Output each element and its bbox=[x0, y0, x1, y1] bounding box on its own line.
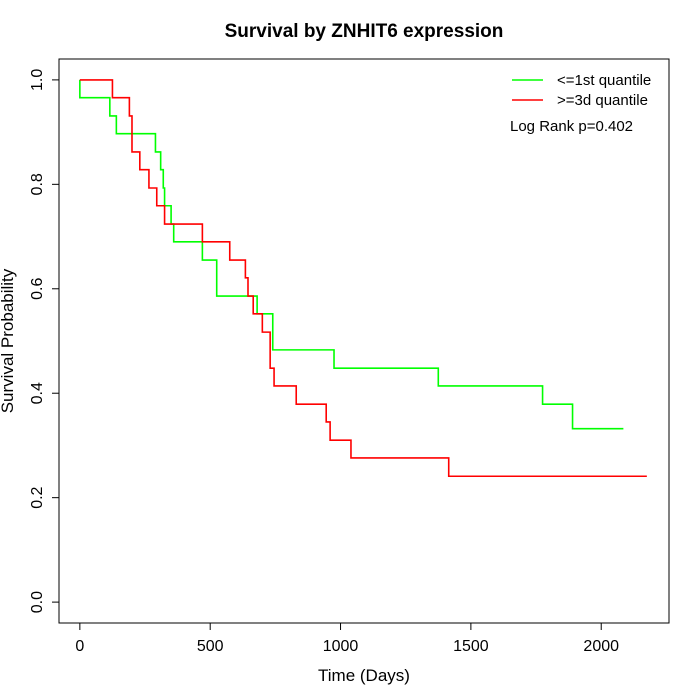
legend: <=1st quantile >=3d quantile bbox=[512, 72, 651, 109]
x-tick-label: 500 bbox=[197, 638, 224, 655]
survival-curve-series-2 bbox=[79, 79, 647, 478]
x-tick-label: 1000 bbox=[323, 638, 359, 655]
y-axis: 0.0 0.2 0.4 0.6 0.8 1.0 bbox=[29, 69, 60, 613]
y-tick-label: 0.8 bbox=[29, 173, 46, 195]
y-tick-label: 0.4 bbox=[29, 382, 46, 404]
plot-frame bbox=[58, 58, 670, 624]
series-group bbox=[79, 79, 647, 478]
x-tick-label: 2000 bbox=[583, 638, 619, 655]
y-tick-label: 0.0 bbox=[29, 591, 46, 613]
y-axis-label: Survival Probability bbox=[0, 268, 17, 413]
chart-title: Survival by ZNHIT6 expression bbox=[225, 21, 504, 42]
x-tick-label: 0 bbox=[75, 638, 84, 655]
x-axis-label: Time (Days) bbox=[318, 666, 410, 685]
log-rank-annotation: Log Rank p=0.402 bbox=[510, 118, 633, 135]
y-tick-label: 1.0 bbox=[29, 69, 46, 91]
y-tick-label: 0.2 bbox=[29, 486, 46, 508]
x-axis: 0 500 1000 1500 2000 bbox=[75, 622, 619, 655]
x-tick-label: 1500 bbox=[453, 638, 489, 655]
legend-label: >=3d quantile bbox=[557, 92, 648, 109]
legend-label: <=1st quantile bbox=[557, 72, 651, 89]
y-tick-label: 0.6 bbox=[29, 278, 46, 300]
survival-curve-series-1 bbox=[79, 79, 624, 430]
